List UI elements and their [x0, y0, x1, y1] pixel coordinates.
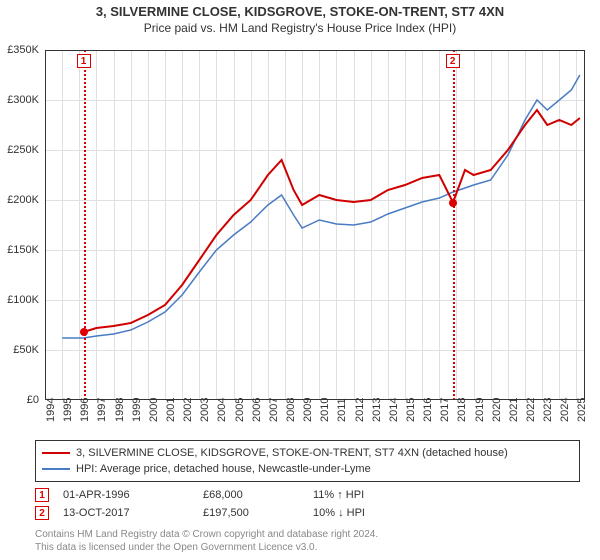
footer-line-1: Contains HM Land Registry data © Crown c…: [35, 528, 378, 541]
x-axis-label: 2011: [336, 398, 348, 422]
page-title: 3, SILVERMINE CLOSE, KIDSGROVE, STOKE-ON…: [0, 4, 600, 19]
sale-row-marker: 1: [35, 488, 49, 502]
x-axis-label: 2022: [525, 398, 537, 422]
legend-box: 3, SILVERMINE CLOSE, KIDSGROVE, STOKE-ON…: [35, 440, 580, 482]
x-axis-label: 2015: [405, 398, 417, 422]
plot-border: [45, 50, 585, 400]
x-axis-label: 1997: [96, 398, 108, 422]
legend-label: 3, SILVERMINE CLOSE, KIDSGROVE, STOKE-ON…: [76, 447, 508, 459]
x-axis-label: 2007: [268, 398, 280, 422]
x-axis-label: 2010: [319, 398, 331, 422]
y-axis-label: £50K: [0, 344, 39, 356]
y-axis-label: £0: [0, 394, 39, 406]
x-axis-label: 2008: [285, 398, 297, 422]
x-axis-label: 2004: [216, 398, 228, 422]
y-axis-label: £300K: [0, 94, 39, 106]
x-axis-label: 2017: [439, 398, 451, 422]
x-axis-label: 1999: [131, 398, 143, 422]
sale-row-price: £68,000: [203, 489, 313, 501]
x-axis-label: 2024: [559, 398, 571, 422]
x-axis-label: 2001: [165, 398, 177, 422]
footer-line-2: This data is licensed under the Open Gov…: [35, 541, 378, 554]
y-axis-label: £100K: [0, 294, 39, 306]
sale-row-date: 01-APR-1996: [63, 489, 203, 501]
y-axis-label: £250K: [0, 144, 39, 156]
legend-swatch: [42, 468, 70, 470]
y-axis-label: £150K: [0, 244, 39, 256]
x-axis-label: 2000: [148, 398, 160, 422]
x-axis-label: 1998: [114, 398, 126, 422]
sale-row-diff: 10% ↓ HPI: [313, 507, 433, 519]
x-axis-label: 1996: [79, 398, 91, 422]
x-axis-label: 1995: [62, 398, 74, 422]
x-axis-label: 2019: [474, 398, 486, 422]
sale-row-diff: 11% ↑ HPI: [313, 489, 433, 501]
sale-row-marker: 2: [35, 506, 49, 520]
legend-label: HPI: Average price, detached house, Newc…: [76, 463, 371, 475]
x-axis-label: 2005: [234, 398, 246, 422]
x-axis-label: 2016: [422, 398, 434, 422]
sale-row: 1 01-APR-1996£68,00011% ↑ HPI: [35, 488, 580, 502]
x-axis-label: 2025: [576, 398, 588, 422]
x-axis-label: 2020: [491, 398, 503, 422]
legend-area: 3, SILVERMINE CLOSE, KIDSGROVE, STOKE-ON…: [35, 440, 580, 520]
x-axis-label: 1994: [45, 398, 57, 422]
x-axis-label: 2009: [302, 398, 314, 422]
x-axis-label: 2018: [456, 398, 468, 422]
x-axis-label: 2002: [182, 398, 194, 422]
legend-swatch: [42, 452, 70, 454]
x-axis-label: 2013: [371, 398, 383, 422]
sale-row: 2 13-OCT-2017£197,50010% ↓ HPI: [35, 506, 580, 520]
x-axis-label: 2021: [508, 398, 520, 422]
chart: 12 £0£50K£100K£150K£200K£250K£300K£350K …: [45, 50, 585, 400]
x-axis-label: 2012: [354, 398, 366, 422]
legend-row: HPI: Average price, detached house, Newc…: [42, 461, 573, 477]
y-axis-label: £350K: [0, 44, 39, 56]
x-axis-label: 2023: [542, 398, 554, 422]
sale-row-date: 13-OCT-2017: [63, 507, 203, 519]
x-axis-label: 2003: [199, 398, 211, 422]
page-subtitle: Price paid vs. HM Land Registry's House …: [0, 21, 600, 35]
legend-row: 3, SILVERMINE CLOSE, KIDSGROVE, STOKE-ON…: [42, 445, 573, 461]
footer: Contains HM Land Registry data © Crown c…: [35, 528, 378, 554]
x-axis-label: 2006: [251, 398, 263, 422]
y-axis-label: £200K: [0, 194, 39, 206]
x-axis-label: 2014: [388, 398, 400, 422]
sale-row-price: £197,500: [203, 507, 313, 519]
